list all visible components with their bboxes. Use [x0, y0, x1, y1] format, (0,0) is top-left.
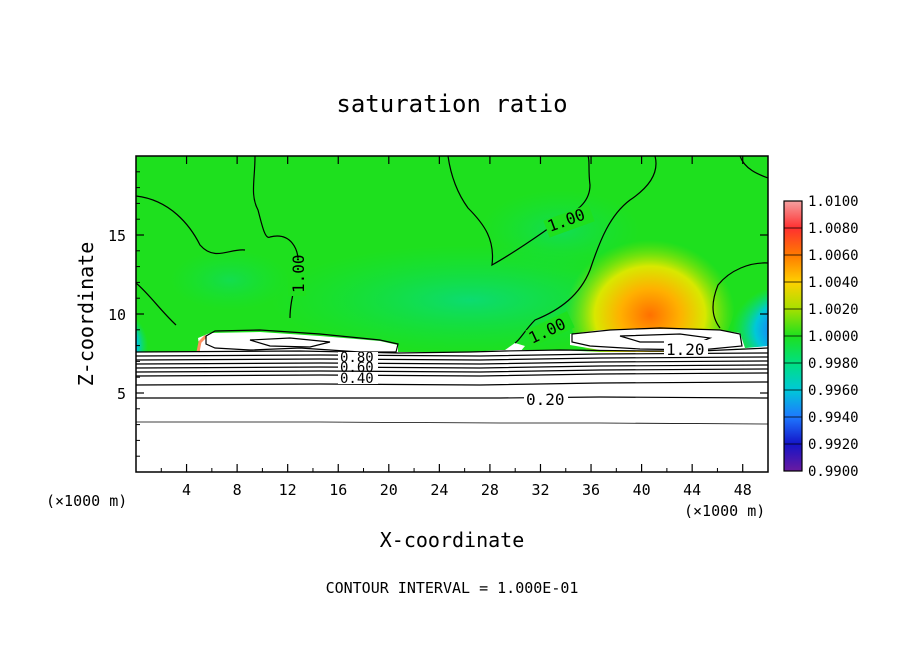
colorbar-label: 0.9940 [808, 410, 859, 426]
x-tick-label: 4 [182, 481, 191, 499]
x-tick-label: 32 [531, 481, 549, 499]
contour-label-1-00-a: 1.00 [289, 254, 308, 293]
colorbar-label: 0.9980 [808, 356, 859, 372]
y-tick-label: 15 [108, 227, 126, 245]
colorbar-segment [784, 228, 802, 255]
contour-label-0-20: 0.20 [526, 390, 565, 409]
x-unit-right: (×1000 m) [684, 502, 765, 520]
saturation-field [136, 156, 768, 472]
colorbar-label: 1.0100 [808, 194, 859, 210]
colorbar-label: 1.0020 [808, 302, 859, 318]
x-tick-label: 24 [430, 481, 448, 499]
colorbar-label: 1.0060 [808, 248, 859, 264]
colorbar-segment [784, 336, 802, 363]
x-unit-left: (×1000 m) [46, 492, 127, 510]
colorbar-segment [784, 255, 802, 282]
contour-1.00-far-right [712, 262, 768, 329]
colorbar-segment [784, 282, 802, 309]
contour-1.00-right [514, 156, 657, 344]
contour-interval-footer: CONTOUR INTERVAL = 1.000E-01 [326, 579, 579, 597]
colorbar-label: 1.0040 [808, 275, 859, 291]
colorbar-segment [784, 309, 802, 336]
colorbar-label: 0.9920 [808, 437, 859, 453]
colorbar-segment [784, 444, 802, 471]
colorbar-label: 0.9900 [808, 464, 859, 480]
contour-label-0-40: 0.40 [340, 371, 374, 387]
x-tick-label: 20 [380, 481, 398, 499]
colorbar-segment [784, 201, 802, 228]
contour-lines [136, 156, 768, 425]
y-tick-label: 5 [117, 385, 126, 403]
x-tick-label: 40 [633, 481, 651, 499]
colorbar-segment [784, 363, 802, 390]
x-tick-label: 16 [329, 481, 347, 499]
colorbar-label: 1.0000 [808, 329, 859, 345]
y-tick-label: 10 [108, 306, 126, 324]
colorbar-label: 0.9960 [808, 383, 859, 399]
colorbar-segment [784, 417, 802, 444]
contour-1.00-center [447, 156, 591, 267]
x-axis-label: X-coordinate [380, 528, 525, 552]
x-tick-label: 28 [481, 481, 499, 499]
y-axis-label: Z-coordinate [74, 242, 98, 387]
cloud-outline-left-inner [249, 337, 331, 348]
contour-label-1-20: 1.20 [666, 340, 705, 359]
colorbar: 1.0100 1.0080 1.0060 1.0040 1.0020 1.0000 0.99… [783, 194, 859, 480]
contour-1.00-left-lower [136, 282, 177, 326]
chart-title: saturation ratio [336, 90, 567, 118]
contour-1.00-topright [739, 156, 768, 179]
colorbar-label: 1.0080 [808, 221, 859, 237]
contour-1.00-left [136, 195, 246, 255]
cloud-outline-right [571, 327, 743, 351]
x-tick-label: 36 [582, 481, 600, 499]
x-axis-ticks: 4 8 12 16 20 24 28 32 36 40 44 48 [160, 156, 752, 499]
cloud-outline-left [205, 329, 399, 353]
x-tick-label: 48 [734, 481, 752, 499]
x-tick-label: 8 [233, 481, 242, 499]
colorbar-segment [784, 390, 802, 417]
y-axis-ticks: 5 10 15 [108, 171, 768, 457]
x-tick-label: 12 [279, 481, 297, 499]
x-tick-label: 44 [683, 481, 701, 499]
